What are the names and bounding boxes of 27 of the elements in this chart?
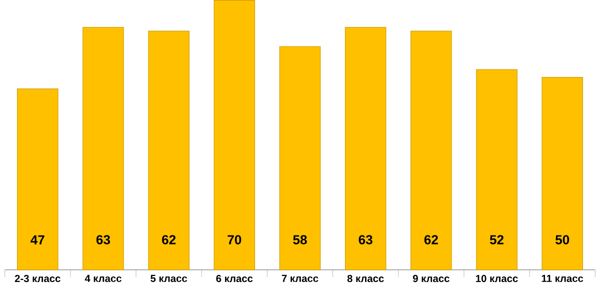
data-label: 70: [228, 235, 242, 244]
x-tick-label: 9 класс: [412, 274, 450, 282]
x-tick-label: 8 класс: [347, 274, 384, 282]
bar: [148, 30, 190, 270]
bar: [214, 0, 256, 270]
bar: [344, 26, 386, 270]
x-tick-label: 7 класс: [282, 274, 318, 282]
x-tick-label: 6 класс: [216, 274, 253, 282]
bar: [17, 88, 58, 270]
x-tick-label: 5 класс: [150, 274, 188, 282]
bar: [542, 77, 583, 270]
bar: [476, 69, 518, 270]
data-label: 63: [358, 235, 372, 244]
data-label: 63: [96, 235, 110, 244]
data-label: 58: [293, 235, 307, 244]
data-label: 52: [490, 235, 504, 244]
data-label: 50: [556, 235, 570, 244]
x-tick-label: 11 класс: [542, 274, 584, 282]
bar: [279, 46, 321, 270]
x-tick-label: 2-3 класс: [14, 274, 60, 282]
bar: [410, 30, 452, 270]
data-label: 47: [30, 235, 44, 244]
x-tick-label: 4 класс: [84, 274, 122, 282]
x-tick-label: 10 класс: [476, 274, 518, 282]
bar: [82, 26, 124, 270]
data-label: 62: [424, 235, 438, 244]
data-label: 62: [162, 235, 176, 244]
